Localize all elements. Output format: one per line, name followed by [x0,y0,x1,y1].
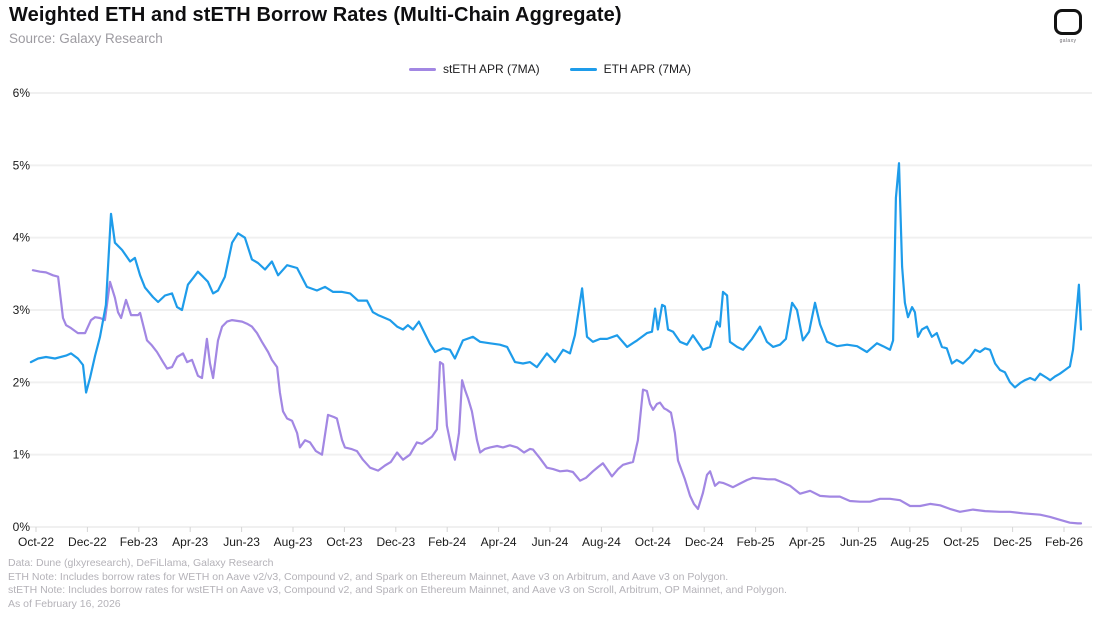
legend-label-steth: stETH APR (7MA) [442,62,540,76]
x-tick-label: Aug-25 [890,535,929,549]
x-tick-label: Dec-24 [685,535,724,549]
galaxy-logo-icon [1054,9,1082,35]
x-tick-label: Apr-23 [172,535,208,549]
x-tick-label: Aug-24 [582,535,621,549]
x-tick-label: Oct-23 [326,535,362,549]
x-tick-label: Dec-25 [993,535,1032,549]
footnote-steth-note: stETH Note: Includes borrow rates for ws… [8,584,787,596]
footnote-eth-note: ETH Note: Includes borrow rates for WETH… [8,570,729,583]
chart-legend: stETH APR (7MA) ETH APR (7MA) [0,62,1100,76]
x-tick-label: Dec-22 [68,535,107,549]
x-tick-label: Feb-26 [1045,535,1083,549]
x-tick-label: Feb-25 [737,535,775,549]
chart-footnotes: Data: Dune (glxyresearch), DeFiLlama, Ga… [8,557,787,611]
source-subtitle: Source: Galaxy Research [9,31,163,46]
eth-line-swatch-icon [569,67,597,71]
x-tick-label: Oct-22 [18,535,54,549]
y-tick-label: 2% [13,375,31,389]
x-tick-label: Jun-24 [532,535,569,549]
page-title: Weighted ETH and stETH Borrow Rates (Mul… [9,4,622,26]
legend-item-steth: stETH APR (7MA) [408,62,540,76]
y-tick-label: 1% [13,448,31,462]
footnote-data-source: Data: Dune (glxyresearch), DeFiLlama, Ga… [8,557,274,569]
x-tick-label: Dec-23 [376,535,415,549]
series-line-eth [29,162,1083,394]
y-tick-label: 4% [13,231,31,245]
x-tick-label: Apr-25 [789,535,825,549]
footnote-as-of-date: As of February 16, 2026 [8,597,121,610]
steth-line-swatch-icon [408,67,436,71]
x-tick-label: Jun-23 [223,535,260,549]
legend-item-eth: ETH APR (7MA) [569,62,692,76]
galaxy-logo: galaxy [1048,9,1088,44]
x-tick-label: Jun-25 [840,535,877,549]
y-tick-label: 6% [13,86,31,100]
x-tick-label: Feb-24 [428,535,466,549]
x-tick-label: Oct-25 [943,535,979,549]
x-tick-label: Aug-23 [274,535,313,549]
galaxy-logo-text: galaxy [1059,38,1077,44]
x-tick-label: Feb-23 [120,535,158,549]
x-tick-label: Oct-24 [635,535,671,549]
legend-label-eth: ETH APR (7MA) [603,62,692,76]
x-tick-label: Apr-24 [481,535,517,549]
series-line-steth [31,269,1083,525]
y-tick-label: 5% [13,158,31,172]
y-tick-label: 0% [13,520,31,534]
y-tick-label: 3% [13,303,31,317]
